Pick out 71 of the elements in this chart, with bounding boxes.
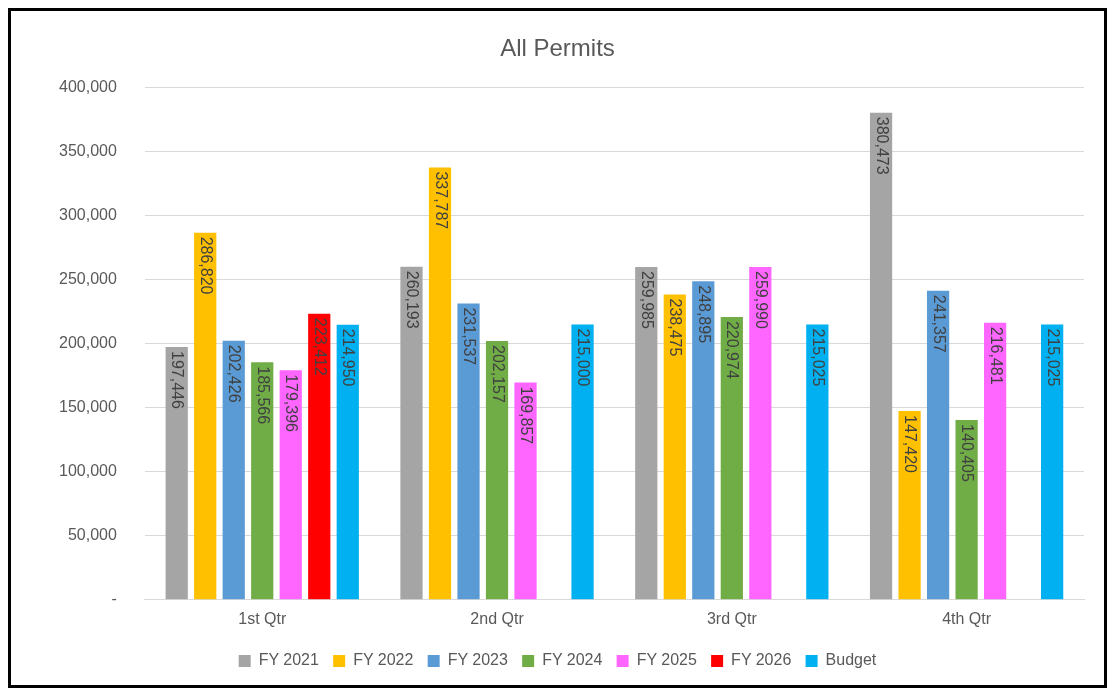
- x-tick-label: 1st Qtr: [238, 609, 287, 627]
- bar: [165, 347, 188, 600]
- y-tick-label: 150,000: [58, 398, 117, 416]
- legend-label: Budget: [825, 651, 877, 669]
- y-tick-label: 300,000: [58, 206, 117, 224]
- x-tick-label: 4th Qtr: [942, 609, 992, 627]
- data-label: 259,985: [638, 271, 656, 329]
- chart-title: All Permits: [500, 34, 615, 62]
- data-label: 223,412: [311, 317, 329, 376]
- data-label: 248,895: [695, 285, 713, 344]
- bar: [806, 324, 829, 600]
- bar: [898, 411, 921, 600]
- y-tick-label: 350,000: [58, 142, 117, 160]
- data-label: 231,537: [461, 307, 479, 366]
- data-label: 140,405: [959, 424, 977, 483]
- legend-label: FY 2022: [353, 651, 414, 669]
- data-label: 259,990: [752, 271, 770, 329]
- legend-label: FY 2023: [447, 651, 508, 669]
- x-tick-label: 3rd Qtr: [706, 609, 758, 627]
- bar: [279, 370, 302, 600]
- y-tick-label: 250,000: [58, 270, 117, 288]
- legend-label: FY 2025: [636, 651, 697, 669]
- data-label: 220,974: [724, 320, 742, 379]
- bar: [692, 281, 715, 600]
- data-label: 215,025: [809, 328, 827, 387]
- bar: [955, 420, 978, 600]
- data-label: 238,475: [667, 298, 685, 357]
- data-label: 179,396: [283, 374, 301, 433]
- y-tick-label: 200,000: [58, 334, 117, 352]
- bar: [485, 341, 509, 600]
- data-label: 260,193: [404, 270, 422, 329]
- bar: [571, 324, 594, 600]
- data-label: 337,787: [432, 171, 450, 230]
- data-label: 215,000: [575, 328, 593, 387]
- data-label: 197,446: [169, 351, 187, 410]
- data-label: 286,820: [197, 236, 215, 295]
- data-label: 241,357: [930, 294, 948, 353]
- legend-label: FY 2021: [258, 651, 319, 669]
- bar: [749, 267, 772, 600]
- y-tick-label: 50,000: [67, 526, 117, 544]
- legend-label: FY 2024: [542, 651, 603, 669]
- data-label: 202,157: [489, 345, 507, 403]
- bar: [635, 267, 658, 600]
- bar: [251, 362, 274, 600]
- bar: [400, 266, 423, 600]
- bar: [984, 322, 1007, 600]
- bar: [428, 167, 452, 600]
- bar: [308, 313, 331, 600]
- bar: [336, 324, 359, 600]
- bar: [1041, 324, 1064, 600]
- bar: [457, 303, 480, 600]
- data-label: 202,426: [226, 344, 244, 403]
- data-label: 147,420: [902, 415, 920, 474]
- bar: [222, 340, 245, 600]
- x-tick-label: 2nd Qtr: [470, 609, 525, 627]
- bar: [514, 382, 537, 600]
- data-label: 216,481: [987, 326, 1005, 385]
- legend-label: FY 2026: [731, 651, 792, 669]
- y-tick-label: 100,000: [58, 462, 117, 480]
- y-tick-label: 400,000: [58, 78, 117, 96]
- bar: [663, 294, 686, 600]
- bar: [720, 316, 743, 600]
- bar: [194, 232, 217, 600]
- bar: [869, 112, 893, 600]
- data-label: 380,473: [873, 116, 891, 175]
- data-label: 215,025: [1044, 328, 1062, 387]
- data-label: 185,566: [254, 366, 272, 425]
- data-label: 169,857: [518, 386, 536, 445]
- y-tick-label: -: [111, 590, 117, 608]
- bar: [926, 290, 950, 600]
- data-label: 214,950: [340, 328, 358, 387]
